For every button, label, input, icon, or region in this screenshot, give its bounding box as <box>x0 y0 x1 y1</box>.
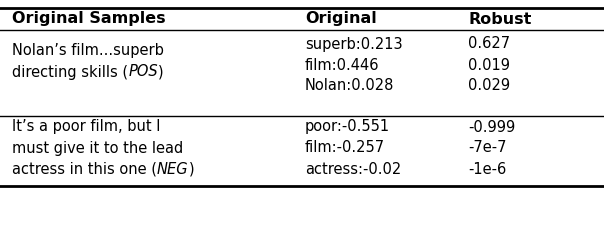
Text: -0.999: -0.999 <box>468 120 515 135</box>
Text: superb:0.213: superb:0.213 <box>305 37 403 51</box>
Text: NEG: NEG <box>157 161 188 176</box>
Text: actress:-0.02: actress:-0.02 <box>305 161 401 176</box>
Text: Robust: Robust <box>468 11 532 26</box>
Text: poor:-0.551: poor:-0.551 <box>305 120 390 135</box>
Text: It’s a poor film, but I: It’s a poor film, but I <box>12 120 161 135</box>
Text: 0.029: 0.029 <box>468 78 510 94</box>
Text: actress in this one (: actress in this one ( <box>12 161 157 176</box>
Text: Original: Original <box>305 11 377 26</box>
Text: ): ) <box>158 65 164 80</box>
Text: POS: POS <box>128 65 158 80</box>
Text: 0.627: 0.627 <box>468 37 510 51</box>
Text: -7e-7: -7e-7 <box>468 140 507 156</box>
Text: must give it to the lead: must give it to the lead <box>12 140 184 156</box>
Text: 0.019: 0.019 <box>468 58 510 73</box>
Text: directing skills (: directing skills ( <box>12 65 128 80</box>
Text: film:-0.257: film:-0.257 <box>305 140 385 156</box>
Text: Nolan’s film...superb: Nolan’s film...superb <box>12 43 164 58</box>
Text: Original Samples: Original Samples <box>12 11 165 26</box>
Text: film:0.446: film:0.446 <box>305 58 379 73</box>
Text: Nolan:0.028: Nolan:0.028 <box>305 78 394 94</box>
Text: -1e-6: -1e-6 <box>468 161 506 176</box>
Text: ): ) <box>188 161 194 176</box>
